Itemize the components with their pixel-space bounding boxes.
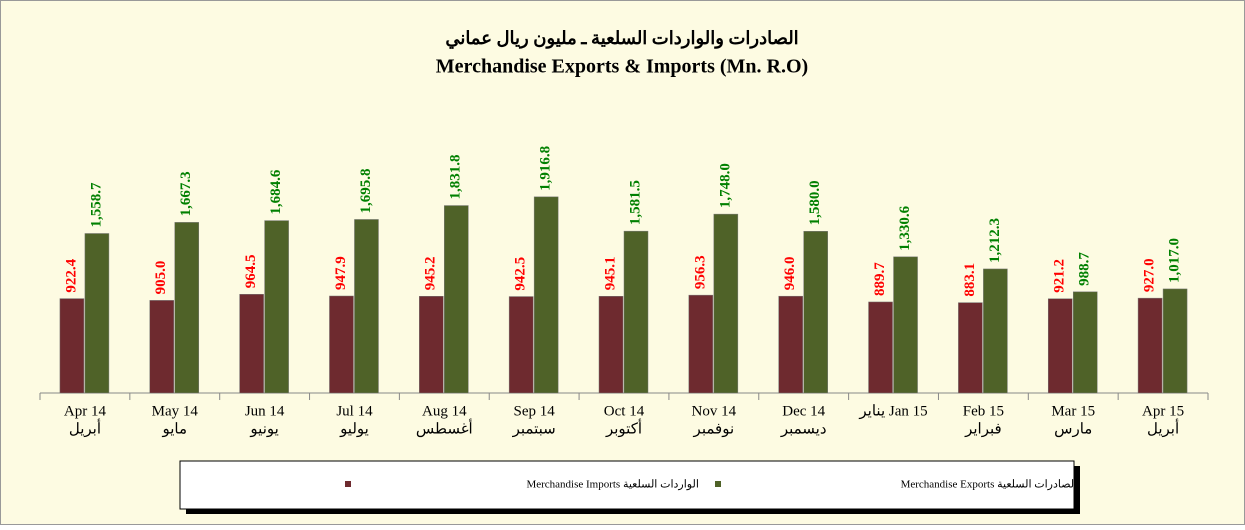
x-tick-label: Feb 15 (963, 403, 1004, 419)
x-tick-label: أغسطس (416, 418, 473, 437)
bar (239, 294, 264, 394)
value-label: 1,748.0 (717, 163, 733, 208)
x-tick-label: أبريل (1147, 418, 1179, 437)
value-label: 1,916.8 (538, 146, 554, 191)
bar (59, 298, 85, 394)
bar (508, 296, 534, 394)
chart-subtitle: Merchandise Exports & Imports (Mn. R.O) (436, 56, 808, 78)
bar (598, 296, 624, 394)
x-tick-label: Aug 14 (422, 403, 467, 419)
value-label: 988.7 (1077, 252, 1093, 286)
x-tick-label: يوليو (339, 421, 369, 437)
value-label: 945.1 (602, 257, 618, 291)
bar (149, 300, 175, 394)
x-tick-label: Mar 15 (1051, 403, 1095, 419)
x-tick-label: Jul 14 (336, 403, 373, 419)
bar (174, 222, 200, 394)
value-label: 942.5 (513, 257, 529, 291)
bar (1137, 297, 1163, 394)
x-tick-label: Jun 14 (245, 403, 285, 419)
value-label: 945.2 (423, 257, 439, 291)
value-label: 889.7 (872, 262, 888, 296)
bar (354, 219, 379, 394)
bar (329, 295, 354, 394)
x-tick-label: Nov 14 (692, 403, 737, 419)
bar (1162, 288, 1188, 394)
x-tick-label: أبريل (69, 418, 101, 437)
value-label: 946.0 (782, 256, 798, 290)
value-label: 1,581.5 (627, 180, 643, 225)
value-label: 1,558.7 (88, 182, 104, 228)
x-tick-label: نوفمبر (693, 421, 735, 437)
x-tick-label: مارس (1054, 421, 1092, 437)
value-label: 883.1 (962, 263, 978, 297)
value-label: 1,695.8 (358, 168, 374, 213)
bar (868, 301, 893, 394)
bar (1047, 298, 1073, 394)
legend-label: الصادرات السلعية Merchandise Exports (901, 479, 1078, 491)
value-label: 905.0 (153, 261, 169, 295)
value-label: 1,580.0 (807, 180, 823, 225)
bar (983, 268, 1008, 394)
bar (444, 205, 469, 394)
value-label: 956.3 (692, 255, 708, 289)
value-label: 1,684.6 (268, 169, 284, 215)
x-tick-label: Apr 15 (1142, 403, 1184, 419)
x-tick-label: Oct 14 (604, 403, 645, 419)
legend-swatch (345, 481, 351, 487)
value-label: 1,212.3 (987, 218, 1003, 263)
x-tick-label: يناير Jan 15 (858, 403, 927, 419)
value-label: 964.5 (243, 255, 259, 289)
bar (533, 196, 559, 394)
bar (893, 256, 918, 394)
legend (179, 460, 1075, 510)
x-tick-label: أكتوبر (605, 418, 642, 437)
bar (84, 233, 110, 394)
x-tick-label: سبتمبر (512, 421, 556, 437)
value-label: 1,831.8 (448, 155, 464, 200)
value-label: 947.9 (333, 256, 349, 290)
value-label: 1,330.6 (897, 205, 913, 251)
legend-label: الواردات السلعية Merchandise Imports (526, 479, 698, 491)
bar (713, 213, 739, 394)
x-tick-label: يونيو (249, 421, 278, 437)
value-label: 922.4 (63, 258, 79, 292)
chart-title: الصادرات والواردات السلعية ـ مليون ريال … (445, 28, 798, 49)
x-tick-label: Apr 14 (64, 403, 107, 419)
x-tick-label: ديسمبر (780, 421, 827, 437)
value-label: 921.2 (1052, 259, 1068, 293)
x-tick-label: مايو (162, 421, 188, 437)
bar (803, 231, 828, 394)
value-label: 1,667.3 (178, 171, 194, 216)
bar (264, 220, 289, 394)
value-label: 927.0 (1142, 258, 1158, 292)
x-tick-label: فبراير (964, 421, 1002, 437)
x-tick-label: Dec 14 (782, 403, 825, 419)
bar (623, 230, 649, 394)
x-tick-label: Sep 14 (514, 403, 556, 419)
bar (778, 295, 803, 394)
value-label: 1,017.0 (1167, 238, 1183, 283)
bar (958, 302, 983, 394)
x-tick-label: May 14 (152, 403, 199, 419)
bar (1072, 291, 1098, 394)
bar (419, 296, 444, 394)
bar (688, 294, 714, 394)
legend-swatch (715, 481, 721, 487)
